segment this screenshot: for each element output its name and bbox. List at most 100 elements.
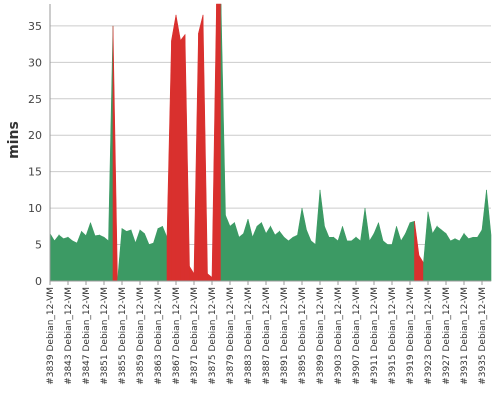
area-segment-3912 bbox=[378, 222, 384, 282]
area-segment-3857 bbox=[130, 229, 136, 282]
x-tick-label: #3863 Debian_12-VM bbox=[154, 287, 164, 385]
area-segment-3881 bbox=[238, 232, 244, 282]
area-segment-3909 bbox=[364, 208, 370, 282]
area-segment-3936 bbox=[486, 189, 492, 282]
area-segment-3905 bbox=[346, 240, 352, 282]
x-tick-label: #3887 Debian_12-VM bbox=[262, 287, 272, 385]
area-segment-3862 bbox=[153, 228, 159, 282]
area-segment-3888 bbox=[270, 226, 276, 282]
duration-area bbox=[49, 3, 492, 282]
x-tick-label: #3899 Debian_12-VM bbox=[316, 287, 326, 385]
x-tick-label: #3931 Debian_12-VM bbox=[460, 287, 470, 385]
area-segment-3855 bbox=[121, 227, 127, 282]
area-segment-3906 bbox=[351, 236, 357, 282]
area-segment-3863 bbox=[157, 225, 163, 282]
x-tick-label: #3927 Debian_12-VM bbox=[442, 287, 452, 385]
x-tick-label: #3847 Debian_12-VM bbox=[82, 287, 92, 385]
area-segment-3880 bbox=[234, 222, 240, 282]
area-segment-3851 bbox=[103, 236, 109, 282]
area-segment-3911 bbox=[373, 222, 379, 282]
y-tick-label: 15 bbox=[28, 166, 42, 179]
area-segment-3891 bbox=[283, 236, 289, 282]
area-segment-3922 bbox=[423, 211, 429, 282]
area-segment-3908 bbox=[360, 208, 366, 282]
x-tick-label: #3891 Debian_12-VM bbox=[280, 287, 290, 385]
area-segment-3915 bbox=[391, 226, 397, 282]
x-tick-label: #3843 Debian_12-VM bbox=[64, 287, 74, 385]
x-tick-label: #3855 Debian_12-VM bbox=[118, 287, 128, 385]
area-segment-3934 bbox=[477, 228, 483, 282]
area-segment-3846 bbox=[81, 230, 87, 282]
area-segment-3920 bbox=[414, 221, 420, 282]
y-tick-label: 0 bbox=[35, 275, 42, 288]
area-segment-3930 bbox=[459, 232, 465, 282]
x-tick-label: #3883 Debian_12-VM bbox=[244, 287, 254, 385]
area-segment-3917 bbox=[400, 232, 406, 282]
area-segment-3902 bbox=[333, 236, 339, 282]
area-segment-3889 bbox=[274, 230, 280, 282]
area-segment-3850 bbox=[99, 234, 105, 282]
x-tick-label: #3859 Debian_12-VM bbox=[136, 287, 146, 385]
area-segment-3895 bbox=[301, 208, 307, 282]
area-segment-3853 bbox=[112, 25, 118, 282]
area-segment-3866 bbox=[171, 14, 177, 282]
area-segment-3927 bbox=[445, 232, 451, 282]
area-segment-3841 bbox=[58, 234, 64, 282]
y-tick-label: 30 bbox=[28, 56, 42, 69]
area-segment-3854 bbox=[117, 228, 123, 282]
x-tick-label: #3851 Debian_12-VM bbox=[100, 287, 110, 385]
area-segment-3872 bbox=[198, 14, 204, 282]
area-segment-3840 bbox=[54, 234, 60, 282]
x-tick-label: #3935 Debian_12-VM bbox=[478, 287, 488, 385]
area-segment-3903 bbox=[337, 226, 343, 282]
area-segment-3874 bbox=[207, 273, 213, 282]
area-segment-3918 bbox=[405, 222, 411, 282]
area-segment-3867 bbox=[175, 14, 181, 282]
y-tick-label: 10 bbox=[28, 202, 42, 215]
area-segment-3923 bbox=[427, 211, 433, 282]
area-segment-3904 bbox=[342, 226, 348, 282]
area-segment-3883 bbox=[247, 218, 253, 282]
area-segment-3852 bbox=[108, 25, 114, 282]
area-segment-3873 bbox=[202, 14, 208, 282]
area-segment-3907 bbox=[355, 236, 361, 282]
area-segment-3875 bbox=[211, 3, 217, 282]
x-tick-label: #3871 Debian_12-VM bbox=[190, 287, 200, 385]
area-segment-3887 bbox=[265, 225, 271, 282]
axes bbox=[49, 4, 491, 282]
y-tick-label: 25 bbox=[28, 93, 42, 106]
x-tick-label: #3915 Debian_12-VM bbox=[388, 287, 398, 385]
area-segment-3901 bbox=[328, 236, 334, 282]
area-segment-3871 bbox=[193, 33, 199, 282]
area-segment-3876 bbox=[216, 3, 222, 282]
area-segment-3870 bbox=[189, 265, 195, 282]
area-segment-3864 bbox=[162, 226, 168, 282]
y-tick-labels: 0 5 10 15 20 25 30 35 bbox=[28, 20, 42, 288]
area-segment-3925 bbox=[436, 225, 442, 282]
x-tick-label: #3867 Debian_12-VM bbox=[172, 287, 182, 385]
area-segment-3861 bbox=[148, 242, 154, 282]
area-segment-3931 bbox=[463, 232, 469, 282]
area-segment-3893 bbox=[292, 234, 298, 282]
area-segment-3886 bbox=[261, 222, 267, 282]
area-segment-3898 bbox=[315, 189, 321, 282]
area-segment-3921 bbox=[418, 254, 424, 282]
area-segment-3899 bbox=[319, 189, 325, 282]
area-segment-3892 bbox=[288, 236, 294, 282]
area-segment-3896 bbox=[306, 229, 312, 282]
x-tick-label: #3839 Debian_12-VM bbox=[46, 287, 56, 385]
area-segment-3919 bbox=[409, 220, 415, 282]
area-segment-3865 bbox=[166, 40, 172, 282]
area-segment-3848 bbox=[90, 222, 96, 282]
x-tick-label: #3875 Debian_12-VM bbox=[208, 287, 218, 385]
area-segment-3859 bbox=[139, 229, 145, 282]
area-segment-3913 bbox=[382, 240, 388, 282]
area-segment-3935 bbox=[481, 189, 487, 282]
y-tick-label: 5 bbox=[35, 239, 42, 252]
y-axis-title: mins bbox=[6, 121, 22, 159]
area-segment-3868 bbox=[180, 33, 186, 282]
area-segment-3839 bbox=[49, 232, 55, 282]
area-segment-3929 bbox=[454, 238, 460, 282]
area-segment-3882 bbox=[243, 218, 249, 282]
